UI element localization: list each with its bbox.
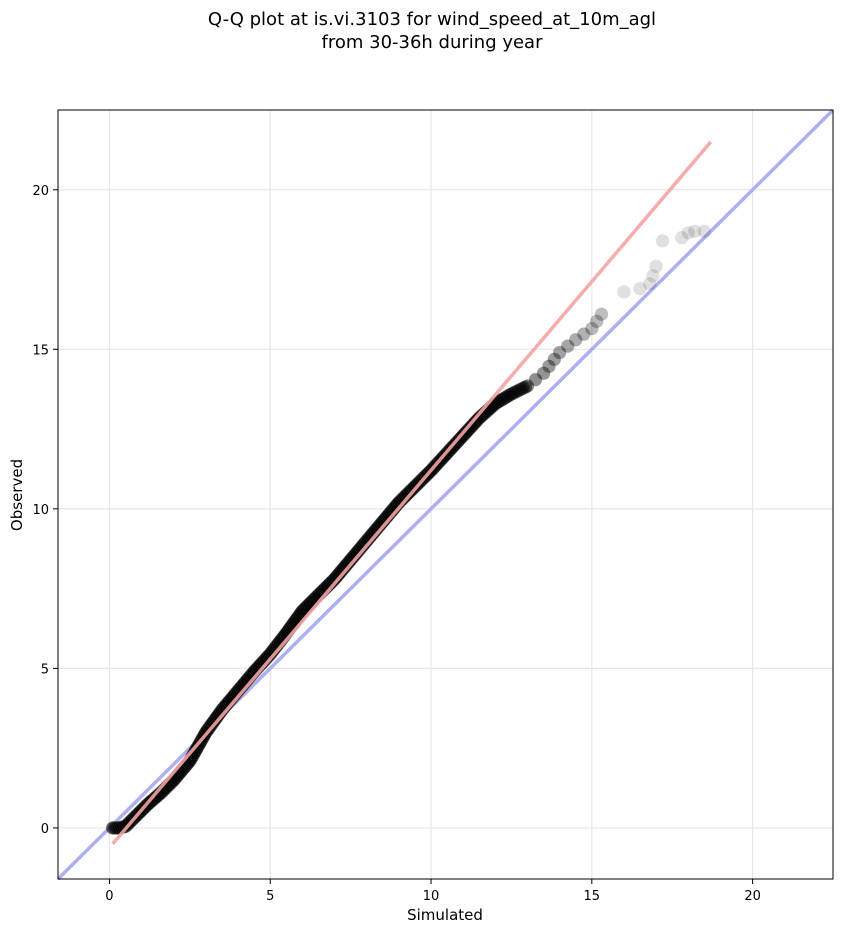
y-tick-label: 10: [32, 503, 49, 518]
y-tick-label: 20: [32, 184, 49, 199]
outlier-point: [646, 269, 660, 283]
y-tick-label: 15: [32, 343, 49, 358]
data-point: [576, 327, 591, 341]
data-point: [536, 366, 551, 381]
reference-lines: [56, 108, 835, 881]
data-points: [105, 140, 713, 846]
x-tick-label: 10: [423, 889, 440, 904]
data-point: [520, 379, 535, 393]
data-point: [542, 359, 556, 374]
data-point: [518, 380, 533, 394]
data-point: [585, 321, 599, 336]
outlier-point: [697, 224, 712, 239]
data-point: [504, 387, 519, 401]
x-axis-ticks: 0 5 10 15 20: [105, 879, 761, 904]
x-tick-label: 15: [584, 889, 601, 904]
chart-title-line2: from 30-36h during year: [322, 32, 544, 53]
data-point: [547, 352, 562, 367]
data-point: [589, 314, 604, 329]
data-point: [528, 372, 543, 387]
identity-line: [56, 108, 835, 881]
outlier-point: [681, 226, 696, 240]
data-point: [506, 386, 521, 400]
outlier-point: [655, 234, 670, 248]
outlier-point: [649, 259, 663, 274]
data-point: [552, 345, 567, 360]
y-axis-ticks: 0 5 10 15 20: [32, 184, 58, 837]
outlier-point: [642, 277, 657, 291]
x-axis-label: Simulated: [407, 906, 483, 924]
data-point: [516, 381, 531, 395]
plot-frame: [57, 109, 834, 880]
grid: [58, 110, 833, 879]
chart-title-line1: Q-Q plot at is.vi.3103 for wind_speed_at…: [208, 9, 656, 30]
y-tick-label: 5: [41, 662, 49, 677]
outlier-point: [633, 281, 647, 296]
outlier-point: [687, 224, 702, 239]
data-point: [594, 307, 609, 322]
data-point: [512, 383, 527, 397]
data-point: [508, 385, 523, 399]
y-axis-label: Observed: [8, 459, 26, 531]
data-point: [560, 339, 575, 353]
data-point: [568, 332, 583, 347]
x-tick-label: 5: [266, 889, 274, 904]
outlier-point: [617, 285, 631, 299]
fit-line: [111, 140, 713, 846]
data-point: [510, 384, 525, 398]
x-tick-label: 0: [105, 889, 113, 904]
outlier-point: [675, 230, 689, 245]
x-tick-label: 20: [744, 889, 761, 904]
y-tick-label: 0: [41, 822, 49, 837]
data-point: [514, 382, 529, 396]
